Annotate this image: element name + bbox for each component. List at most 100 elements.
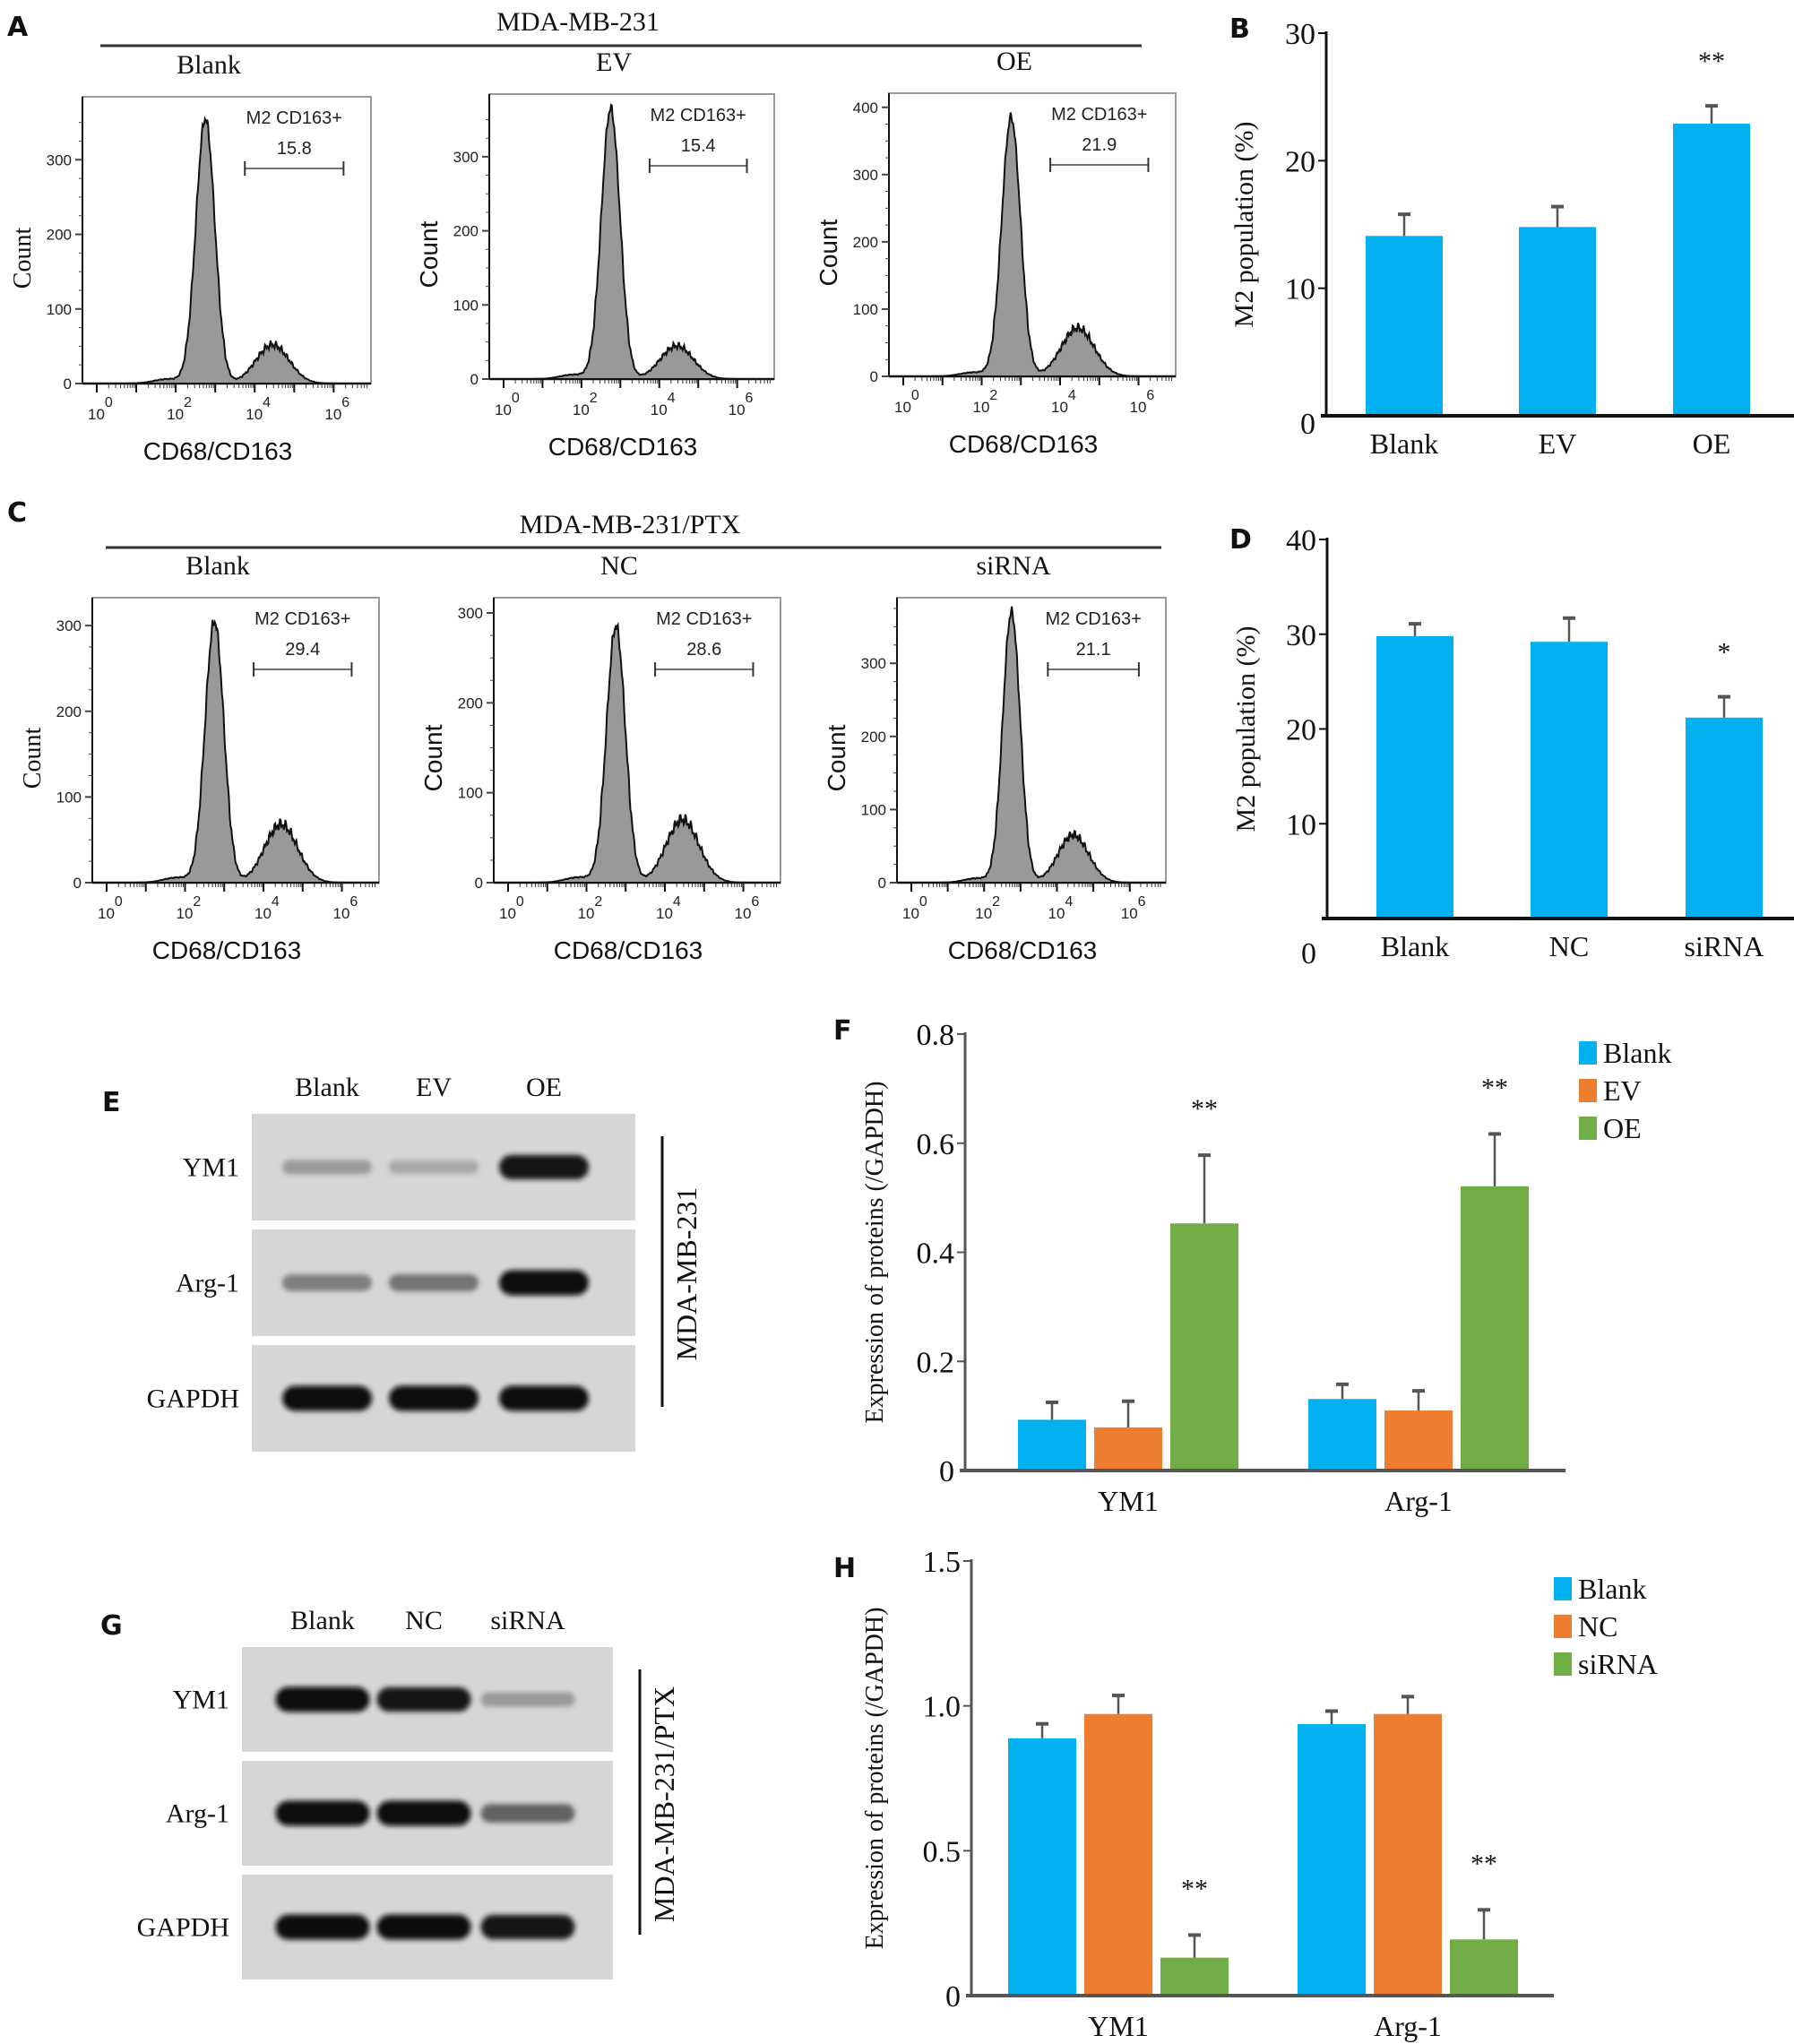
significance-marker: ** xyxy=(1181,1874,1208,1903)
x-tick-exponent: 2 xyxy=(992,894,1000,910)
x-tick-exponent: 0 xyxy=(115,894,123,910)
x-tick-exponent: 6 xyxy=(1146,388,1154,403)
y-tick-label: 100 xyxy=(453,297,479,314)
legend-swatch-blank xyxy=(1554,1577,1572,1600)
bar-sirna-ym1 xyxy=(1160,1957,1229,1994)
bar-nc xyxy=(1531,642,1608,917)
y-tick-label: 0.4 xyxy=(917,1238,955,1271)
y-tick-label: 1.0 xyxy=(923,1691,962,1724)
y-tick-label: 0 xyxy=(73,875,82,892)
histogram-sirna: siRNA0100200300100102104106CD68/CD163Cou… xyxy=(823,551,1167,964)
blot-row-arg-1: Arg-1 xyxy=(176,1229,635,1336)
x-tick-exponent: 6 xyxy=(1138,894,1146,910)
y-axis-label: Count xyxy=(419,724,447,791)
y-axis-label: Count xyxy=(415,220,443,288)
x-tick-exponent: 6 xyxy=(349,894,358,910)
y-axis-label: M2 population (%) xyxy=(1231,626,1261,832)
lane-label: Blank xyxy=(290,1606,355,1635)
x-tick-label: YM1 xyxy=(1098,1485,1159,1517)
histogram-title: EV xyxy=(596,47,632,77)
y-tick-label: 40 xyxy=(1286,524,1316,557)
bar-oe-arg-1 xyxy=(1461,1186,1529,1469)
flow-group-a: Blank0100200300100102104106CD68/CD163Cou… xyxy=(9,47,1177,465)
y-axis-label: Count xyxy=(823,724,850,791)
y-tick-label: 20 xyxy=(1286,714,1316,747)
x-tick-label: 106 xyxy=(324,395,349,423)
y-tick-label: 10 xyxy=(1285,273,1315,306)
legend-swatch-nc xyxy=(1554,1615,1572,1638)
western-blot-g: Blank NC siRNA YM1 Arg-1 GAPDH MDA-MB-231/PTX xyxy=(137,1606,680,1979)
gate-value: 28.6 xyxy=(686,640,721,660)
y-tick-label: 30 xyxy=(1286,619,1316,652)
x-tick-exponent: 6 xyxy=(746,391,754,406)
y-tick-label: 300 xyxy=(453,149,479,166)
protein-band xyxy=(480,1692,575,1707)
x-tick-exponent: 6 xyxy=(751,894,759,910)
bar-blank-ym1 xyxy=(1008,1738,1076,1994)
y-tick-label: 0 xyxy=(945,1980,961,2014)
y-tick-label: 0.5 xyxy=(923,1835,962,1868)
x-tick-label: 106 xyxy=(1130,388,1155,416)
western-blot-e: Blank EV OE YM1 Arg-1 GAPDH MDA-MB-231 xyxy=(147,1073,703,1452)
cell-line-label: MDA-MB-231 xyxy=(670,1187,703,1361)
x-axis-label: CD68/CD163 xyxy=(948,936,1098,964)
protein-band xyxy=(275,1686,370,1712)
gate-label: M2 CD163+ xyxy=(656,609,752,629)
y-tick-label: 0 xyxy=(470,371,479,388)
protein-label: GAPDH xyxy=(137,1913,229,1943)
y-axis-label: Expression of proteins (/GAPDH) xyxy=(861,1608,889,1950)
y-axis-label: M2 population (%) xyxy=(1229,122,1259,328)
x-axis-label: CD68/CD163 xyxy=(548,433,698,461)
protein-band xyxy=(499,1270,589,1296)
x-tick-label: EV xyxy=(1539,427,1577,460)
bar-oe-ym1 xyxy=(1170,1223,1238,1469)
y-tick-label: 30 xyxy=(1285,18,1315,51)
y-tick-label: 0 xyxy=(870,368,878,385)
protein-label: YM1 xyxy=(183,1153,239,1183)
protein-band xyxy=(376,1914,471,1940)
y-tick-label: 10 xyxy=(1286,808,1316,841)
x-tick-exponent: 0 xyxy=(512,391,520,406)
plot-frame xyxy=(91,597,380,884)
bar-blank xyxy=(1366,236,1443,414)
x-tick-label: Blank xyxy=(1381,930,1449,962)
bar-sirna xyxy=(1686,717,1763,917)
lane-label: siRNA xyxy=(490,1606,565,1635)
y-tick-label: 200 xyxy=(56,703,82,720)
panel-letter-c: C xyxy=(7,497,27,529)
x-tick-label: 104 xyxy=(1048,894,1074,922)
legend-swatch-ev xyxy=(1579,1079,1597,1102)
y-tick-label: 0 xyxy=(878,875,886,892)
x-tick-label: 106 xyxy=(1121,894,1146,922)
lane-label: NC xyxy=(405,1606,443,1635)
y-tick-label: 100 xyxy=(853,301,878,318)
protein-band xyxy=(376,1686,471,1712)
x-axis-label: CD68/CD163 xyxy=(554,936,703,964)
protein-label: Arg-1 xyxy=(176,1269,239,1298)
x-tick-exponent: 0 xyxy=(919,894,927,910)
gate-label: M2 CD163+ xyxy=(651,106,746,125)
x-tick-label: 100 xyxy=(499,894,524,922)
plot-frame xyxy=(82,96,372,384)
blot-row-ym1: YM1 xyxy=(173,1647,613,1752)
plot-frame xyxy=(488,93,775,380)
y-tick-label: 200 xyxy=(453,223,479,240)
legend-swatch-sirna xyxy=(1554,1652,1572,1676)
protein-band xyxy=(275,1914,370,1940)
y-tick-label: 300 xyxy=(56,617,82,634)
x-tick-label: siRNA xyxy=(1685,930,1764,962)
x-tick-exponent: 0 xyxy=(516,894,524,910)
gate-value: 21.9 xyxy=(1082,135,1117,155)
legend-label: siRNA xyxy=(1578,1648,1658,1680)
gate-value: 15.4 xyxy=(681,136,716,156)
x-tick-label: 100 xyxy=(495,391,520,418)
x-tick-label: 106 xyxy=(333,894,358,922)
gate-label: M2 CD163+ xyxy=(1045,609,1141,629)
x-tick-label: 102 xyxy=(973,388,998,416)
legend-label: Blank xyxy=(1603,1037,1671,1069)
bar-blank-ym1 xyxy=(1018,1419,1086,1469)
significance-marker: ** xyxy=(1698,47,1725,76)
x-axis-label: CD68/CD163 xyxy=(949,430,1099,458)
x-tick-exponent: 4 xyxy=(673,894,681,910)
x-tick-label: NC xyxy=(1549,930,1589,962)
